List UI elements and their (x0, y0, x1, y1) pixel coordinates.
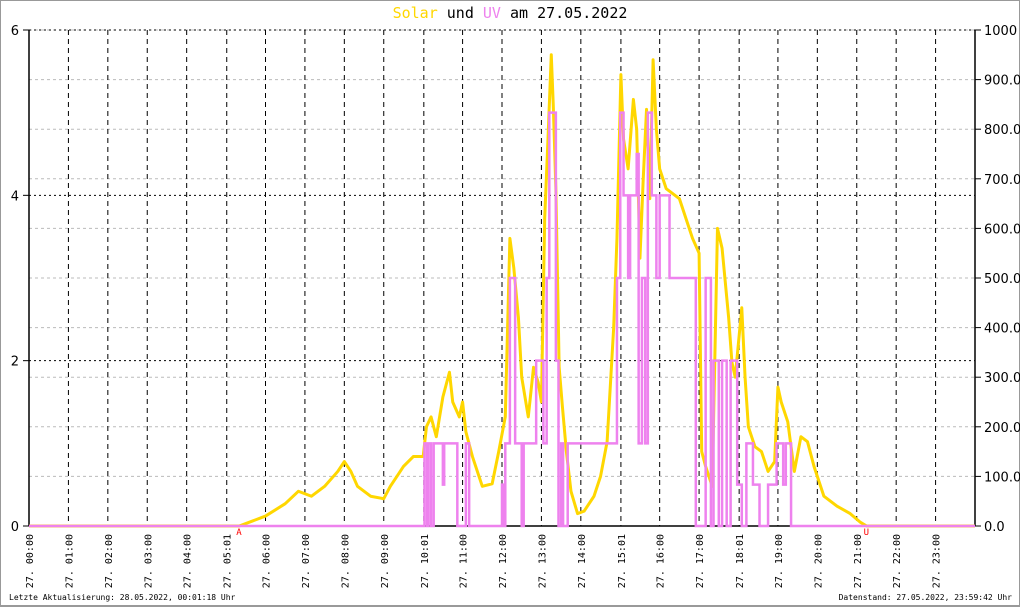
chart-title: Solar und UV am 27.05.2022 (0, 4, 1020, 22)
x-axis-label: 27. 01:00 (64, 534, 75, 588)
x-axis-label: 27. 15:01 (617, 534, 628, 588)
x-axis-label: 27. 12:00 (498, 534, 509, 588)
right-axis-label: 200.0 (984, 421, 1020, 436)
uv-line (29, 111, 975, 528)
x-axis-label: 27. 03:00 (143, 534, 154, 588)
x-axis-label: 27. 08:00 (340, 534, 351, 588)
data-status-text: Datenstand: 27.05.2022, 23:59:42 Uhr (838, 593, 1012, 602)
left-axis-label: 4 (11, 189, 19, 204)
right-axis-label: 500.0 (984, 272, 1020, 287)
right-axis-label: 600.0 (984, 222, 1020, 237)
x-axis-label: 27. 07:00 (301, 534, 312, 588)
last-update-text: Letzte Aktualisierung: 28.05.2022, 00:01… (9, 593, 236, 602)
title-date: am 27.05.2022 (500, 4, 628, 22)
x-axis-label: 27. 10:01 (420, 534, 431, 588)
left-axis-label: 0 (11, 520, 19, 535)
right-axis-label: 1000 (984, 24, 1017, 39)
x-axis-label: 27. 02:00 (104, 534, 115, 588)
x-axis-label: 27. 00:00 (25, 534, 36, 588)
x-axis-label: 27. 05:01 (223, 534, 234, 588)
x-axis-label: 27. 09:00 (380, 534, 391, 588)
x-axis-label: 27. 11:00 (459, 534, 470, 588)
x-axis-label: 27. 13:00 (537, 534, 548, 588)
right-axis-label: 300.0 (984, 371, 1020, 386)
x-axis-label: 27. 04:00 (183, 534, 194, 588)
title-uv: UV (482, 4, 501, 22)
left-axis-label: 6 (11, 24, 19, 39)
x-axis-label: 27. 19:00 (774, 534, 785, 588)
x-axis-label: 27. 17:00 (695, 534, 706, 588)
x-axis-label: 27. 22:00 (892, 534, 903, 588)
x-axis-label: 27. 21:00 (853, 534, 864, 588)
solar-line (29, 53, 975, 528)
right-axis-label: 100.0 (984, 470, 1020, 485)
x-axis-label: 27. 16:00 (656, 534, 667, 588)
right-axis-label: 0.0 (984, 520, 1005, 535)
title-und: und (437, 4, 483, 22)
x-axis-label: 27. 06:00 (262, 534, 273, 588)
right-axis-label: 700.0 (984, 173, 1020, 188)
title-solar: Solar (392, 4, 438, 22)
right-axis-label: 800.0 (984, 123, 1020, 138)
right-axis-label: 400.0 (984, 322, 1020, 337)
sun-marker-u: U (864, 528, 869, 538)
left-axis-label: 2 (11, 355, 19, 370)
x-axis-label: 27. 18:01 (735, 534, 746, 588)
sun-marker-a: A (236, 528, 242, 538)
x-axis-label: 27. 14:00 (577, 534, 588, 588)
x-axis-label: 27. 23:00 (932, 534, 943, 588)
x-axis-label: 27. 20:00 (813, 534, 824, 588)
right-axis-label: 900.0 (984, 74, 1020, 89)
